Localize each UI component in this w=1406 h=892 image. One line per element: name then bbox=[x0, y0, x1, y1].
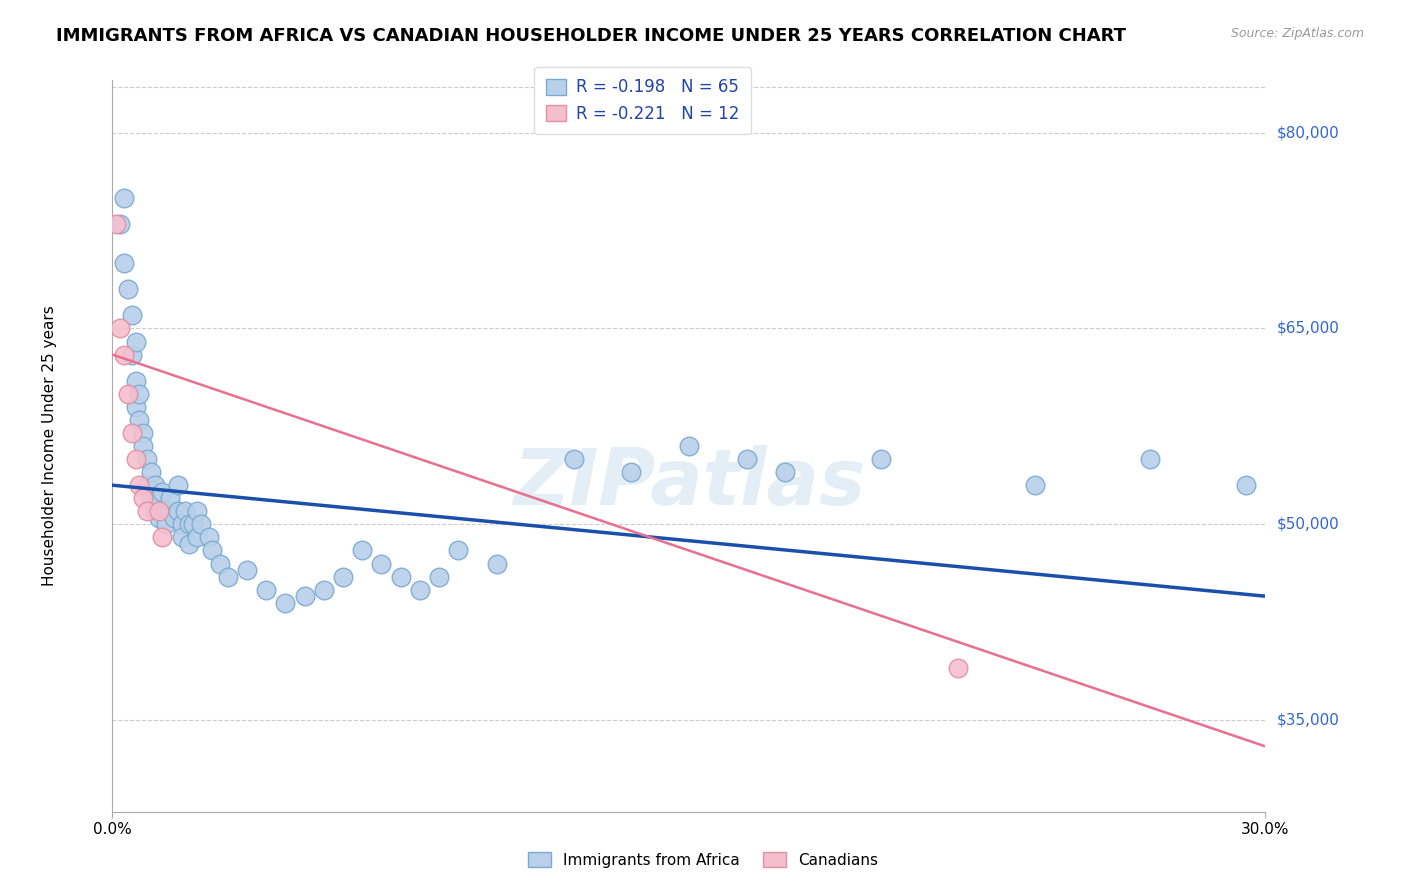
Point bbox=[274, 596, 297, 610]
Point bbox=[447, 543, 470, 558]
Point bbox=[148, 504, 170, 518]
Text: $50,000: $50,000 bbox=[1277, 516, 1340, 532]
Point bbox=[112, 256, 135, 270]
Point bbox=[112, 191, 135, 205]
Point bbox=[148, 511, 170, 525]
Point bbox=[163, 511, 186, 525]
Point bbox=[1139, 452, 1161, 467]
Point bbox=[139, 491, 162, 506]
Point bbox=[179, 517, 201, 532]
Text: Householder Income Under 25 years: Householder Income Under 25 years bbox=[42, 306, 56, 586]
Point bbox=[197, 530, 219, 544]
Point bbox=[108, 321, 131, 335]
Point bbox=[152, 530, 174, 544]
Point bbox=[179, 537, 201, 551]
Point bbox=[132, 491, 155, 506]
Point bbox=[139, 465, 162, 479]
Point bbox=[485, 557, 508, 571]
Point bbox=[124, 452, 146, 467]
Point bbox=[117, 282, 139, 296]
Point bbox=[143, 504, 166, 518]
Point bbox=[370, 557, 392, 571]
Point bbox=[112, 347, 135, 362]
Point bbox=[136, 504, 159, 518]
Point bbox=[132, 439, 155, 453]
Point bbox=[159, 504, 181, 518]
Point bbox=[155, 504, 177, 518]
Point bbox=[124, 400, 146, 414]
Point bbox=[136, 478, 159, 492]
Point bbox=[155, 517, 177, 532]
Point bbox=[409, 582, 432, 597]
Point bbox=[105, 217, 128, 231]
Point bbox=[1234, 478, 1257, 492]
Point bbox=[136, 452, 159, 467]
Point bbox=[332, 569, 354, 583]
Legend: R = -0.198   N = 65, R = -0.221   N = 12: R = -0.198 N = 65, R = -0.221 N = 12 bbox=[534, 67, 751, 135]
Text: $80,000: $80,000 bbox=[1277, 125, 1340, 140]
Point bbox=[389, 569, 412, 583]
Point bbox=[254, 582, 277, 597]
Point bbox=[128, 478, 150, 492]
Text: $35,000: $35,000 bbox=[1277, 713, 1340, 728]
Point bbox=[201, 543, 224, 558]
Point bbox=[870, 452, 893, 467]
Point bbox=[108, 217, 131, 231]
Legend: Immigrants from Africa, Canadians: Immigrants from Africa, Canadians bbox=[520, 845, 886, 875]
Point bbox=[128, 386, 150, 401]
Text: $65,000: $65,000 bbox=[1277, 321, 1340, 336]
Point bbox=[170, 517, 193, 532]
Point bbox=[181, 517, 204, 532]
Point bbox=[170, 530, 193, 544]
Point bbox=[312, 582, 335, 597]
Point bbox=[186, 504, 208, 518]
Point bbox=[620, 465, 643, 479]
Point bbox=[148, 491, 170, 506]
Point bbox=[678, 439, 700, 453]
Text: Source: ZipAtlas.com: Source: ZipAtlas.com bbox=[1230, 27, 1364, 40]
Point bbox=[152, 484, 174, 499]
Point bbox=[143, 478, 166, 492]
Point bbox=[773, 465, 796, 479]
Point bbox=[236, 563, 259, 577]
Point bbox=[190, 517, 212, 532]
Point bbox=[735, 452, 758, 467]
Point bbox=[427, 569, 450, 583]
Point bbox=[166, 478, 188, 492]
Point bbox=[124, 374, 146, 388]
Point bbox=[946, 661, 969, 675]
Point bbox=[128, 413, 150, 427]
Text: IMMIGRANTS FROM AFRICA VS CANADIAN HOUSEHOLDER INCOME UNDER 25 YEARS CORRELATION: IMMIGRANTS FROM AFRICA VS CANADIAN HOUSE… bbox=[56, 27, 1126, 45]
Point bbox=[159, 491, 181, 506]
Point bbox=[1024, 478, 1046, 492]
Point bbox=[121, 347, 143, 362]
Point bbox=[294, 589, 316, 603]
Point bbox=[209, 557, 232, 571]
Text: ZIPatlas: ZIPatlas bbox=[513, 444, 865, 521]
Point bbox=[121, 309, 143, 323]
Point bbox=[166, 504, 188, 518]
Point bbox=[352, 543, 374, 558]
Point bbox=[152, 504, 174, 518]
Point bbox=[117, 386, 139, 401]
Point bbox=[124, 334, 146, 349]
Point bbox=[186, 530, 208, 544]
Point bbox=[217, 569, 239, 583]
Point bbox=[174, 504, 197, 518]
Point bbox=[121, 425, 143, 440]
Point bbox=[132, 425, 155, 440]
Point bbox=[562, 452, 585, 467]
